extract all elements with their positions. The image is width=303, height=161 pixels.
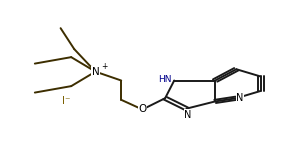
Text: O: O <box>138 104 147 114</box>
Text: I⁻: I⁻ <box>62 96 71 106</box>
Text: HN: HN <box>158 75 171 84</box>
Text: N: N <box>236 93 244 103</box>
Text: N: N <box>184 110 191 120</box>
Text: N: N <box>92 67 99 77</box>
Text: +: + <box>101 62 108 71</box>
